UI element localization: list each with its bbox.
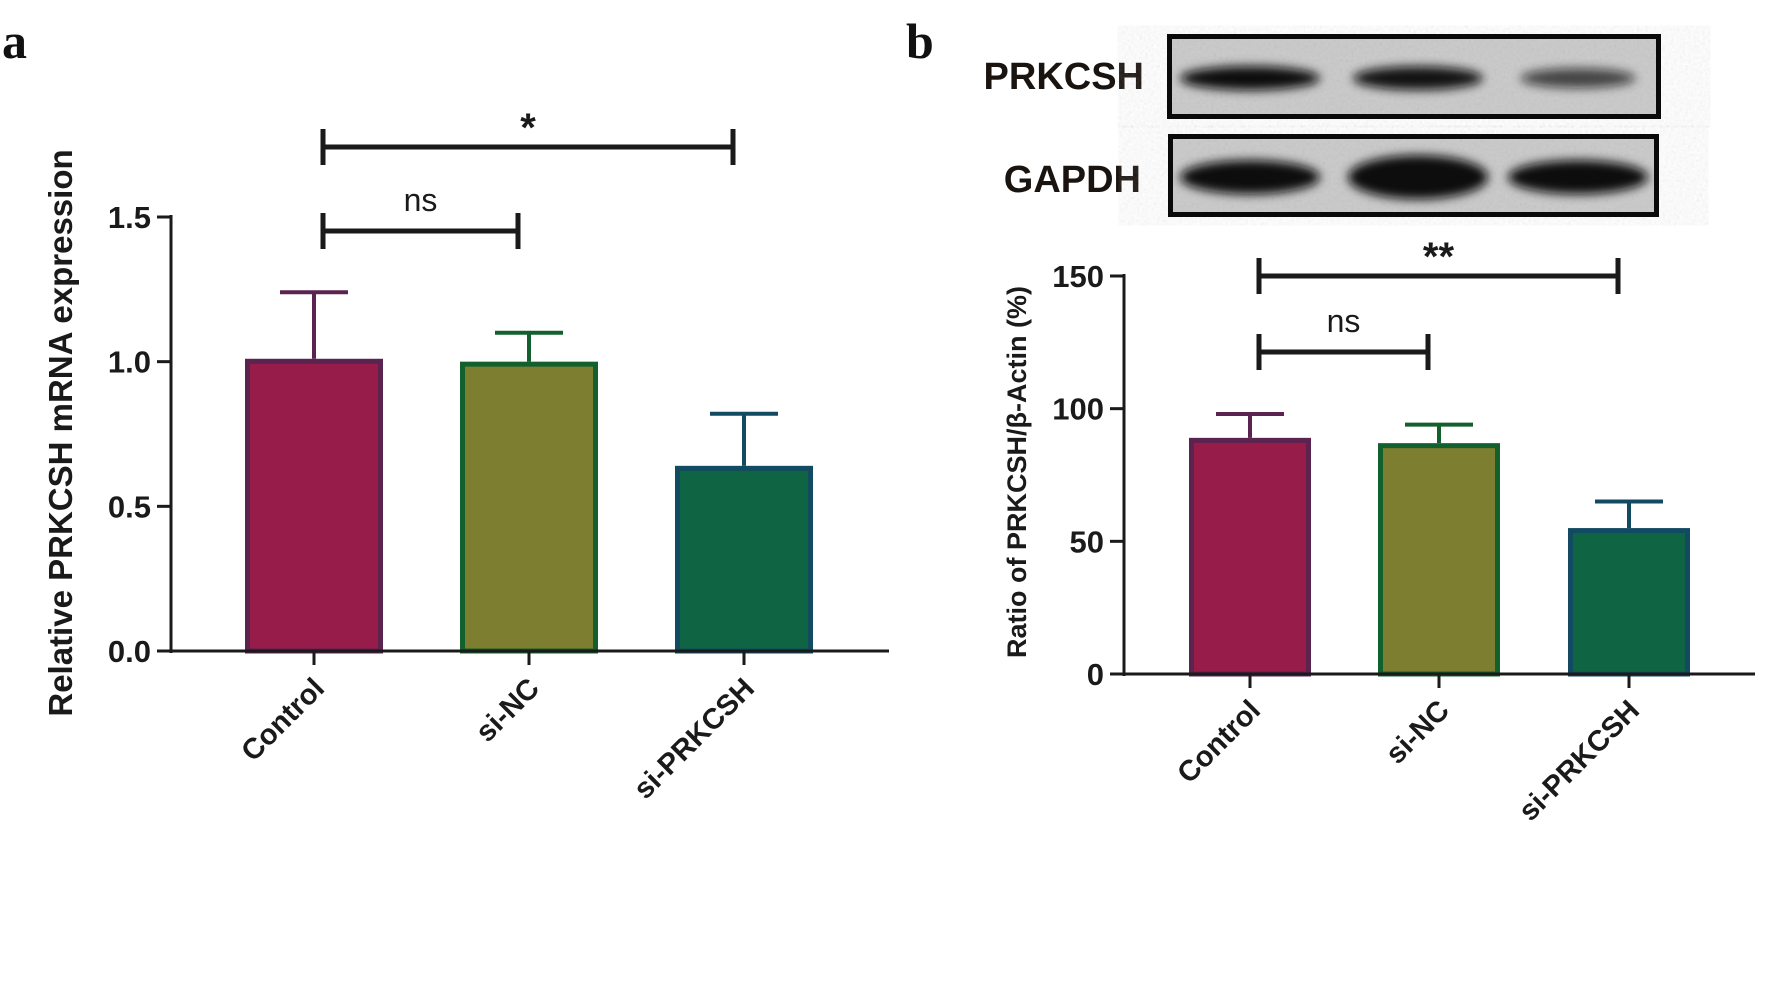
bar-control [245, 358, 383, 654]
blot-label-prkcsh: PRKCSH [984, 56, 1144, 98]
panel-label-b: b [906, 13, 934, 69]
blot-frame [1167, 34, 1661, 119]
blot-frame [1168, 134, 1659, 217]
x-tick-label: Control [235, 672, 331, 768]
bar-si-nc [460, 361, 598, 654]
y-tick-label: 100 [1052, 392, 1104, 427]
x-tick-label: si-PRKCSH [628, 672, 761, 805]
blot-band [1180, 66, 1320, 91]
blot-label-gapdh: GAPDH [1004, 159, 1141, 201]
significance-bracket: ** [1256, 235, 1621, 294]
significance-label: ** [1423, 235, 1455, 279]
bar-si-prkcsh [675, 465, 813, 654]
y-tick-label: 1.0 [108, 345, 151, 380]
y-tick-label: 1.5 [108, 200, 151, 235]
blot-strip-prkcsh [1167, 34, 1661, 119]
y-tick-label: 0.0 [108, 634, 151, 669]
y-tick-label: 0 [1087, 657, 1104, 692]
x-tick-label: si-PRKCSH [1513, 694, 1646, 827]
y-tick-label: 50 [1070, 524, 1104, 559]
bar-si-nc [1378, 443, 1500, 677]
x-tick-label: si-NC [470, 672, 546, 748]
blot-band [1348, 155, 1488, 200]
blot-band [1508, 160, 1648, 195]
blot-band [1520, 68, 1636, 89]
bar-control [1189, 437, 1311, 677]
western-blot: PRKCSH GAPDH [984, 34, 1661, 217]
bar-si-prkcsh [1568, 528, 1690, 677]
significance-label: * [520, 106, 536, 150]
y-tick-label: 150 [1052, 259, 1104, 294]
y-axis-label-b: Ratio of PRKCSH/β-Actin (%) [1002, 286, 1032, 658]
significance-bracket: ns [320, 182, 521, 249]
y-axis-label-a: Relative PRKCSH mRNA expression [42, 149, 79, 716]
y-tick-label: 0.5 [108, 489, 151, 524]
bar-chart-b: 0 50 100 150 Control si-NC si-PRKCSH ns ** [1052, 235, 1755, 827]
panel-label-a: a [2, 13, 27, 69]
bar-chart-a: 0.0 0.5 1.0 1.5 Control si-NC si-PRKCSH ns * [108, 106, 889, 805]
significance-bracket: ns [1256, 303, 1431, 370]
blot-strip-gapdh [1168, 134, 1659, 217]
significance-label: ns [404, 182, 438, 218]
x-tick-label: si-NC [1380, 694, 1456, 770]
significance-label: ns [1327, 303, 1361, 339]
blot-band [1180, 160, 1320, 195]
x-tick-label: Control [1171, 694, 1267, 790]
blot-band [1353, 66, 1483, 90]
significance-bracket: * [320, 106, 736, 165]
